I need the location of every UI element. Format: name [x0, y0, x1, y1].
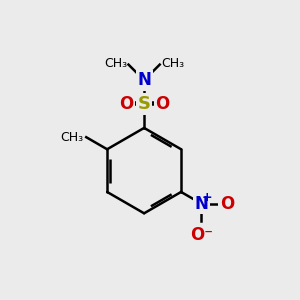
Text: CH₃: CH₃ [161, 57, 184, 70]
Text: S: S [138, 95, 151, 113]
Text: CH₃: CH₃ [61, 131, 84, 144]
Text: O: O [155, 95, 169, 113]
Text: O: O [220, 195, 234, 213]
Text: O: O [119, 95, 133, 113]
Text: N: N [137, 71, 151, 89]
Text: N: N [194, 195, 208, 213]
Text: +: + [202, 191, 212, 204]
Text: CH₃: CH₃ [104, 57, 127, 70]
Text: O⁻: O⁻ [190, 226, 213, 244]
